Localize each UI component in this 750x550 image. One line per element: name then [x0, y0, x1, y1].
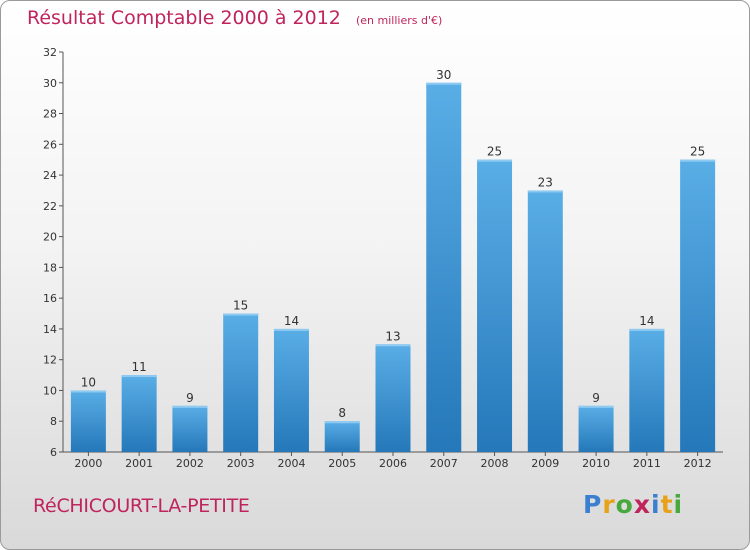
y-tick-label: 10: [43, 384, 57, 397]
y-tick-label: 16: [43, 292, 57, 305]
logo-letter: i: [651, 490, 661, 519]
x-tick-label: 2006: [379, 457, 407, 470]
bar-highlight: [477, 159, 513, 162]
data-label: 9: [592, 391, 600, 405]
bar: [527, 190, 563, 452]
data-label: 11: [132, 360, 147, 374]
logo-letter: i: [673, 490, 684, 519]
bar-highlight: [680, 159, 716, 162]
data-label: 10: [81, 375, 96, 389]
bar: [477, 159, 513, 452]
logo-letter: P: [583, 490, 603, 519]
bar-highlight: [324, 421, 360, 424]
data-label: 30: [436, 68, 451, 82]
data-label: 25: [487, 145, 502, 159]
bar-highlight: [273, 328, 309, 331]
proxiti-logo: Proxiti: [583, 490, 683, 519]
unit-text: (en milliers d'€): [355, 14, 443, 27]
bar: [172, 405, 208, 452]
y-tick-label: 30: [43, 77, 57, 90]
x-tick-label: 2009: [531, 457, 559, 470]
data-label: 8: [338, 406, 346, 420]
bar: [324, 421, 360, 452]
bar-highlight: [629, 328, 665, 331]
x-tick-label: 2008: [481, 457, 509, 470]
x-tick-label: 2007: [430, 457, 458, 470]
bar: [223, 313, 259, 452]
y-tick-label: 20: [43, 231, 57, 244]
title-text: Résultat Comptable 2000 à 2012: [27, 7, 341, 29]
data-label: 9: [186, 391, 194, 405]
x-tick-label: 2012: [684, 457, 712, 470]
y-tick-label: 14: [43, 323, 57, 336]
commune-name: RéCHICOURT-LA-PETITE: [33, 495, 250, 517]
x-tick-label: 2011: [633, 457, 661, 470]
logo-letter: o: [615, 490, 634, 519]
x-tick-label: 2005: [328, 457, 356, 470]
bar-highlight: [70, 390, 106, 393]
y-tick-label: 32: [43, 46, 57, 59]
bar-highlight: [121, 375, 157, 378]
data-label: 15: [233, 299, 248, 313]
bar: [70, 390, 106, 452]
x-tick-label: 2003: [227, 457, 255, 470]
bar-highlight: [527, 190, 563, 193]
bars-group: [70, 82, 716, 453]
bar: [375, 344, 411, 452]
logo-letter: r: [602, 490, 616, 519]
bar-highlight: [426, 82, 462, 85]
data-label: 14: [284, 314, 299, 328]
x-tick-label: 2001: [125, 457, 153, 470]
bar-highlight: [578, 405, 614, 408]
data-label: 25: [690, 145, 705, 159]
bar: [680, 159, 716, 452]
labels-group: 2000 10 2001 11 2002 9 2003 15 2004 14 2005 8 2006 13…: [74, 68, 711, 470]
x-tick-label: 2002: [176, 457, 204, 470]
bar-highlight: [223, 313, 259, 316]
y-tick-label: 24: [43, 169, 57, 182]
data-label: 13: [385, 329, 400, 343]
bar-highlight: [172, 405, 208, 408]
x-tick-label: 2004: [277, 457, 305, 470]
bar: [121, 375, 157, 452]
y-tick-label: 28: [43, 108, 57, 121]
bar: [426, 82, 462, 453]
y-tick-label: 8: [50, 415, 57, 428]
y-tick-label: 22: [43, 200, 57, 213]
x-tick-label: 2010: [582, 457, 610, 470]
bar: [273, 328, 309, 452]
y-tick-label: 6: [50, 446, 57, 459]
logo-letter: t: [660, 490, 674, 519]
y-tick-label: 12: [43, 354, 57, 367]
bar-highlight: [375, 344, 411, 347]
x-tick-label: 2000: [74, 457, 102, 470]
logo-letter: x: [633, 490, 651, 519]
y-tick-label: 18: [43, 261, 57, 274]
chart-title: Résultat Comptable 2000 à 2012 (en milli…: [27, 7, 442, 29]
y-tick-label: 26: [43, 138, 57, 151]
bar: [629, 328, 665, 452]
data-label: 14: [639, 314, 654, 328]
bar: [578, 405, 614, 452]
data-label: 23: [538, 175, 553, 189]
